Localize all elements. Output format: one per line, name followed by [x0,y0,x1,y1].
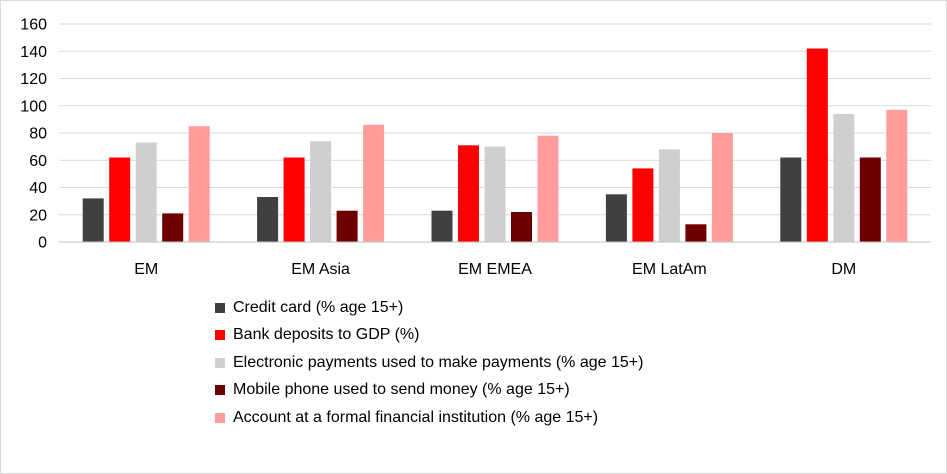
legend-item-account: Account at a formal financial institutio… [215,404,775,432]
y-tick-label: 40 [29,180,47,197]
legend-swatch-mobile-phone [215,385,225,396]
legend-swatch-credit-card [215,302,225,313]
bar [336,210,358,242]
y-tick-label: 60 [29,153,47,170]
y-tick-label: 80 [29,126,47,143]
y-tick-label: 140 [20,44,47,61]
y-tick-label: 0 [38,235,47,252]
bar [605,194,627,242]
legend-label-bank-deposits: Bank deposits to GDP (%) [233,326,420,344]
y-tick-label: 160 [20,17,47,34]
bar [109,157,131,242]
legend-swatch-account [215,412,225,423]
y-tick-label: 100 [20,98,47,115]
bar [833,113,855,243]
legend-label-account: Account at a formal financial institutio… [233,408,599,426]
legend-label-credit-card: Credit card (% age 15+) [233,298,404,316]
bar [135,142,157,242]
bars [82,48,908,243]
legend-label-electronic-payments: Electronic payments used to make payment… [233,353,644,371]
bar [283,157,305,242]
bar [310,141,332,242]
legend-swatch-electronic-payments [215,357,225,368]
legend-item-electronic-payments: Electronic payments used to make payment… [215,349,775,377]
x-axis-categories: EM EM Asia EM EMEA EM LatAm DM [134,261,856,278]
y-axis-ticks: 0 20 40 60 80 100 120 140 160 [20,17,47,252]
legend-item-mobile-phone: Mobile phone used to send money (% age 1… [215,377,775,405]
bar [188,126,210,242]
bar [711,133,733,242]
legend-item-credit-card: Credit card (% age 15+) [215,294,775,322]
legend-label-mobile-phone: Mobile phone used to send money (% age 1… [233,381,570,399]
bar [685,224,707,242]
bar [780,157,802,242]
y-tick-label: 120 [20,71,47,88]
bar [658,149,680,242]
bar [806,48,828,242]
bar [431,210,453,242]
x-category-label: EM EMEA [458,261,532,278]
bar [511,212,532,242]
bar [537,135,559,242]
bar [859,157,881,242]
legend-swatch-bank-deposits [215,330,225,341]
bar [363,124,385,242]
legend: Credit card (% age 15+) Bank deposits to… [215,294,775,432]
bar [632,168,654,242]
x-category-label: EM Asia [291,261,350,278]
x-category-label: EM LatAm [632,261,707,278]
y-tick-label: 20 [29,207,47,224]
bar [82,198,104,242]
bar [886,109,908,242]
x-category-label: DM [831,261,856,278]
bar [458,145,479,242]
bar [162,213,184,242]
x-category-label: EM [134,261,158,278]
bar [484,146,506,242]
bar [257,197,279,242]
legend-item-bank-deposits: Bank deposits to GDP (%) [215,322,775,350]
